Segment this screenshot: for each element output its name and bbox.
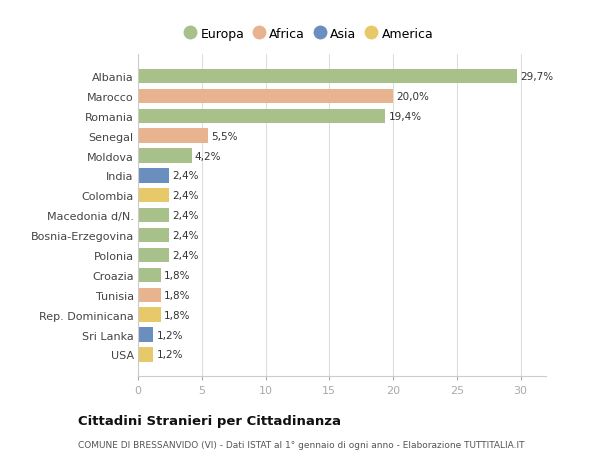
- Text: Cittadini Stranieri per Cittadinanza: Cittadini Stranieri per Cittadinanza: [78, 414, 341, 428]
- Bar: [138, 229, 169, 243]
- Text: 1,2%: 1,2%: [157, 330, 183, 340]
- Legend: Europa, Africa, Asia, America: Europa, Africa, Asia, America: [181, 23, 438, 46]
- Text: 4,2%: 4,2%: [195, 151, 221, 161]
- Text: 2,4%: 2,4%: [172, 230, 198, 241]
- Bar: [138, 248, 169, 263]
- Bar: [138, 347, 154, 362]
- Bar: [138, 308, 161, 322]
- Text: 1,8%: 1,8%: [164, 270, 191, 280]
- Text: 20,0%: 20,0%: [396, 92, 429, 101]
- Bar: [138, 208, 169, 223]
- Bar: [138, 189, 169, 203]
- Bar: [138, 288, 161, 302]
- Bar: [138, 328, 154, 342]
- Text: 2,4%: 2,4%: [172, 251, 198, 260]
- Bar: [138, 70, 517, 84]
- Text: 2,4%: 2,4%: [172, 171, 198, 181]
- Bar: [138, 129, 208, 144]
- Text: 1,2%: 1,2%: [157, 350, 183, 359]
- Bar: [138, 149, 191, 163]
- Bar: [138, 268, 161, 282]
- Text: COMUNE DI BRESSANVIDO (VI) - Dati ISTAT al 1° gennaio di ogni anno - Elaborazion: COMUNE DI BRESSANVIDO (VI) - Dati ISTAT …: [78, 441, 524, 449]
- Text: 1,8%: 1,8%: [164, 310, 191, 320]
- Bar: [138, 109, 385, 123]
- Text: 5,5%: 5,5%: [211, 131, 238, 141]
- Text: 2,4%: 2,4%: [172, 211, 198, 221]
- Text: 29,7%: 29,7%: [520, 72, 553, 82]
- Text: 19,4%: 19,4%: [389, 112, 422, 122]
- Text: 1,8%: 1,8%: [164, 290, 191, 300]
- Text: 2,4%: 2,4%: [172, 191, 198, 201]
- Bar: [138, 90, 393, 104]
- Bar: [138, 169, 169, 183]
